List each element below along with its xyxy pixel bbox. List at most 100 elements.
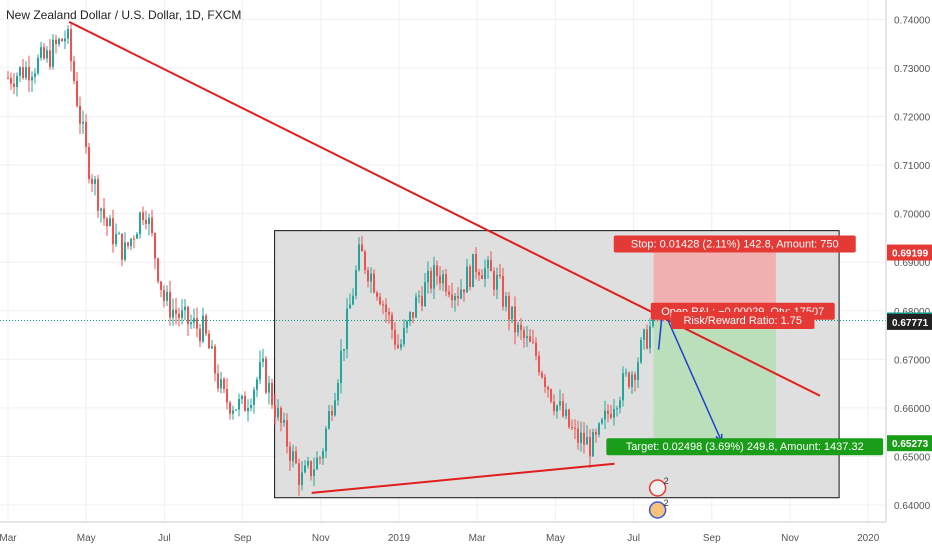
candle-body [328,411,330,429]
candle-body [124,242,126,260]
candle-body [475,253,477,272]
candle-body [205,315,207,334]
candle-body [505,295,507,307]
candle-body [532,341,534,343]
y-tick-label: 0.73000 [894,64,931,75]
candle-body [466,266,468,293]
x-tick-label: Jul [627,533,640,544]
candle-body [295,451,297,464]
candle-body [37,57,39,74]
candle-body [82,121,84,124]
candle-body [646,329,648,349]
candle-body [595,431,597,435]
candle-body [349,304,351,309]
candle-body [352,295,354,305]
y-tick-label: 0.67000 [894,355,931,366]
candle-body [628,372,630,387]
candle-body [88,146,90,179]
event-markers[interactable]: 22 [648,476,669,519]
event-marker-icon[interactable] [648,501,667,519]
candle-body [187,306,189,325]
candle-body [247,408,249,412]
event-marker-count: 2 [664,476,669,486]
candle-body [394,329,396,345]
candle-body [478,271,480,276]
x-tick-label: 2020 [857,533,880,544]
stop-label: Stop: 0.01428 (2.11%) 142.8, Amount: 750 [631,239,839,251]
candle-body [202,315,204,342]
candle-body [97,179,99,211]
risk-reward-label-group: Risk/Reward Ratio: 1.75 [671,312,815,330]
candle-body [259,362,261,380]
candle-body [361,244,363,252]
candle-body [106,218,108,227]
candle-body [157,258,159,282]
stop-label-bg [613,235,856,253]
candle-body [637,362,639,381]
candle-body [28,66,30,81]
target-zone[interactable] [653,321,776,444]
candle-body [262,358,264,363]
event-marker-icon[interactable] [648,479,667,497]
candle-body [445,274,447,292]
candle-body [469,266,471,287]
candle-body [544,377,546,387]
candle-body [421,295,423,307]
candle-body [70,29,72,62]
candle-body [577,428,579,443]
candle-body [424,282,426,307]
candle-body [241,395,243,400]
candle-body [355,270,357,296]
candle-body [274,404,276,418]
x-tick-label: Mar [0,533,17,544]
candle-body [370,273,372,282]
candle-body [199,328,201,342]
candle-body [436,265,438,276]
price-axis-bg [886,0,932,550]
descending-trendline[interactable] [68,20,821,397]
candle-body [625,372,627,374]
candle-body [316,457,318,470]
candle-body [391,314,393,330]
y-tick-label: 0.65000 [894,452,931,463]
candle-body [7,77,9,79]
candle-body [439,275,441,284]
candle-body [607,410,609,415]
candle-body [574,427,576,429]
candle-body [319,457,321,459]
candle-body [397,344,399,348]
candle-body [568,409,570,428]
event-marker-count: 2 [664,498,669,508]
candle-body [460,289,462,299]
candle-body [634,374,636,381]
candle-body [130,238,132,246]
candle-body [334,400,336,416]
price-label-bg [887,244,932,261]
candle-body [541,372,543,378]
candle-body [46,50,48,59]
candle-body [412,312,414,318]
candle-body [280,407,282,423]
candle-body [649,326,651,349]
candle-body [283,420,285,423]
candle-body [559,401,561,406]
ascending-trendline[interactable] [311,462,615,494]
candle-body [307,461,309,466]
candle-body [166,291,168,301]
candle-body [322,451,324,459]
candle-body [643,329,645,340]
candle-body [196,318,198,329]
y-tick-label: 0.66000 [894,404,931,415]
candle-body [115,233,117,245]
risk-reward-label-bg [671,312,815,330]
candle-body [457,296,459,299]
candle-body [430,270,432,289]
x-tick-label: May [77,533,96,544]
candle-body [493,271,495,290]
candle-body [547,386,549,390]
price-label: 0.67771 [892,318,929,329]
candle-body [139,212,141,235]
candle-body [580,432,582,443]
